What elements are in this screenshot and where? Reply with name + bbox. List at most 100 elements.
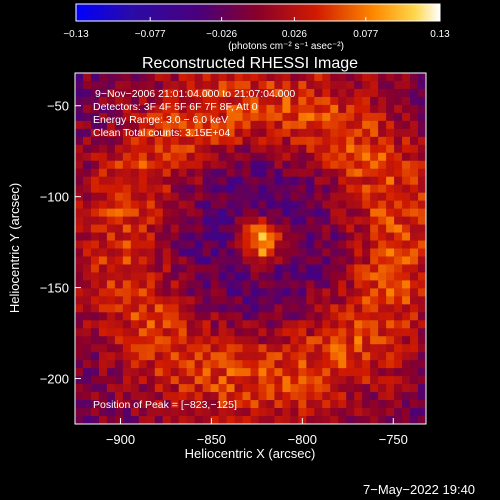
heatmap-cell bbox=[290, 288, 299, 297]
heatmap-cell bbox=[330, 312, 339, 321]
heatmap-cell bbox=[418, 208, 427, 217]
heatmap-cell bbox=[170, 232, 180, 241]
heatmap-cell bbox=[306, 104, 315, 114]
heatmap-cell bbox=[362, 128, 371, 138]
heatmap-cell bbox=[154, 73, 164, 82]
peak-position-label: Position of Peak = [−823,−125] bbox=[93, 399, 237, 411]
heatmap-cell bbox=[258, 112, 267, 122]
heatmap-cell bbox=[98, 112, 108, 122]
heatmap-cell bbox=[362, 232, 371, 241]
heatmap-cell bbox=[266, 328, 275, 337]
heatmap-cell bbox=[322, 344, 331, 353]
heatmap-cell bbox=[338, 200, 347, 210]
heatmap-cell bbox=[290, 224, 299, 233]
heatmap-cell bbox=[346, 304, 355, 313]
heatmap-cell bbox=[82, 240, 92, 249]
heatmap-cell bbox=[354, 224, 363, 233]
heatmap-cell bbox=[186, 272, 196, 281]
heatmap-cell bbox=[130, 272, 140, 281]
heatmap-cell bbox=[354, 152, 363, 162]
heatmap-cell bbox=[362, 360, 371, 369]
heatmap-cell bbox=[314, 192, 323, 202]
heatmap-cell bbox=[242, 184, 251, 194]
heatmap-cell bbox=[178, 224, 188, 233]
heatmap-cell bbox=[418, 112, 427, 122]
heatmap-cell bbox=[122, 408, 132, 417]
heatmap-cell bbox=[418, 136, 427, 146]
heatmap-cell bbox=[274, 312, 283, 321]
heatmap-cell bbox=[266, 312, 275, 321]
heatmap-cell bbox=[354, 73, 363, 82]
heatmap-cell bbox=[306, 208, 315, 217]
heatmap-cell bbox=[242, 160, 251, 170]
heatmap-cell bbox=[178, 168, 188, 178]
heatmap-cell bbox=[114, 240, 124, 249]
heatmap-cell bbox=[98, 272, 108, 281]
heatmap-cell bbox=[402, 288, 411, 297]
heatmap-cell bbox=[90, 232, 100, 241]
heatmap-cell bbox=[122, 272, 132, 281]
heatmap-cell bbox=[306, 248, 315, 257]
heatmap-cell bbox=[354, 80, 363, 90]
heatmap-cell bbox=[346, 136, 355, 146]
heatmap-cell bbox=[298, 296, 307, 305]
heatmap-cell bbox=[210, 168, 219, 178]
heatmap-cell bbox=[75, 96, 84, 106]
heatmap-cell bbox=[242, 360, 251, 369]
heatmap-cell bbox=[218, 248, 227, 257]
heatmap-cell bbox=[170, 200, 180, 210]
heatmap-cell bbox=[210, 264, 219, 273]
heatmap-cell bbox=[314, 224, 323, 233]
heatmap-cell bbox=[154, 336, 164, 345]
heatmap-cell bbox=[354, 416, 363, 425]
heatmap-cell bbox=[410, 360, 419, 369]
heatmap-cell bbox=[410, 288, 419, 297]
heatmap-cell bbox=[418, 232, 427, 241]
heatmap-cell bbox=[210, 144, 219, 154]
heatmap-cell bbox=[346, 296, 355, 305]
heatmap-cell bbox=[186, 344, 196, 353]
heatmap-cell bbox=[114, 312, 124, 321]
heatmap-cell bbox=[114, 328, 124, 337]
heatmap-cell bbox=[75, 128, 84, 138]
heatmap-cell bbox=[226, 272, 235, 281]
heatmap-cell bbox=[394, 368, 403, 377]
heatmap-cell bbox=[402, 152, 411, 162]
heatmap-cell bbox=[218, 96, 227, 106]
heatmap-cell bbox=[274, 344, 283, 353]
heatmap-cell bbox=[258, 336, 267, 345]
heatmap-cell bbox=[346, 344, 355, 353]
heatmap-cell bbox=[82, 73, 92, 82]
heatmap-cell bbox=[282, 320, 291, 329]
heatmap-cell bbox=[154, 88, 164, 98]
heatmap-cell bbox=[346, 120, 355, 130]
heatmap-cell bbox=[290, 296, 299, 305]
heatmap-cell bbox=[130, 176, 140, 186]
heatmap-cell bbox=[394, 248, 403, 257]
heatmap-cell bbox=[322, 216, 331, 225]
heatmap-cell bbox=[154, 296, 164, 305]
heatmap-cell bbox=[330, 232, 339, 241]
heatmap-cell bbox=[394, 408, 403, 417]
heatmap-cell bbox=[82, 136, 92, 146]
heatmap-cell bbox=[402, 344, 411, 353]
heatmap-cell bbox=[218, 80, 227, 90]
heatmap-cell bbox=[410, 232, 419, 241]
heatmap-cell bbox=[218, 104, 227, 114]
heatmap-cell bbox=[154, 304, 164, 313]
heatmap-cell bbox=[170, 136, 180, 146]
heatmap-cell bbox=[418, 240, 427, 249]
heatmap-cell bbox=[266, 320, 275, 329]
colorbar-tick-label: −0.077 bbox=[135, 29, 166, 40]
heatmap-cell bbox=[130, 376, 140, 385]
heatmap-cell bbox=[234, 264, 243, 273]
heatmap-cell bbox=[186, 296, 196, 305]
heatmap-cell bbox=[378, 216, 387, 225]
heatmap-cell bbox=[98, 128, 108, 138]
heatmap-cell bbox=[418, 200, 427, 210]
heatmap-cell bbox=[298, 408, 307, 417]
heatmap-cell bbox=[362, 200, 371, 210]
heatmap-cell bbox=[234, 80, 243, 90]
heatmap-cell bbox=[138, 224, 148, 233]
heatmap-cell bbox=[274, 73, 283, 82]
